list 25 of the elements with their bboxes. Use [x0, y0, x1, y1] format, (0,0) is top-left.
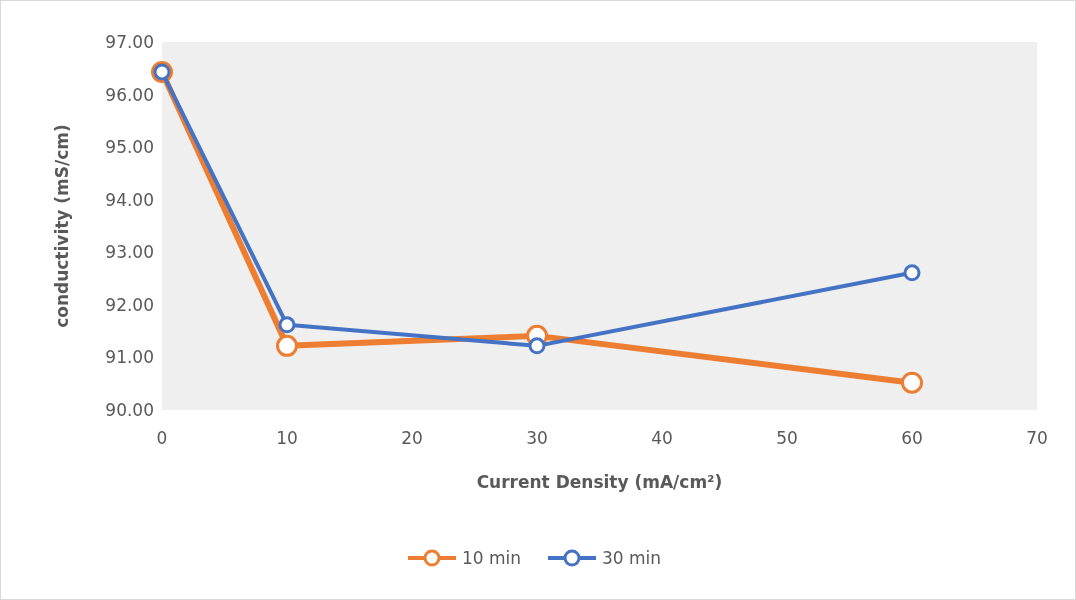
- y-tick-label: 97.00: [105, 31, 154, 52]
- point: [903, 264, 921, 282]
- x-tick-label: 10: [276, 428, 298, 448]
- x-tick-label: 70: [1026, 428, 1048, 448]
- y-tick-label: 95.00: [105, 137, 154, 158]
- y-tick-label: 92.00: [105, 294, 154, 315]
- y-tick-label: 96.00: [105, 84, 154, 105]
- x-tick-label: 60: [901, 428, 923, 448]
- x-tick-label: 40: [651, 428, 673, 448]
- y-tick-label: 93.00: [105, 242, 154, 263]
- point: [276, 334, 298, 357]
- point: [901, 371, 923, 394]
- x-tick-label: 30: [526, 428, 548, 448]
- x-axis-title: Current Density (mA/cm²): [476, 472, 723, 492]
- y-tick-label: 94.00: [105, 189, 154, 210]
- legend-label: 10 min: [462, 547, 522, 568]
- legend-label: 30 min: [602, 547, 662, 568]
- x-tick-label: 50: [776, 428, 798, 448]
- y-tick-label: 91.00: [105, 347, 154, 368]
- point: [278, 316, 296, 334]
- point: [528, 337, 546, 355]
- y-tick-label: 90.00: [105, 399, 154, 420]
- x-tick-label: 20: [401, 428, 423, 448]
- x-tick-label: 0: [156, 428, 168, 448]
- y-axis-title: conductivity (mS/cm): [52, 124, 72, 328]
